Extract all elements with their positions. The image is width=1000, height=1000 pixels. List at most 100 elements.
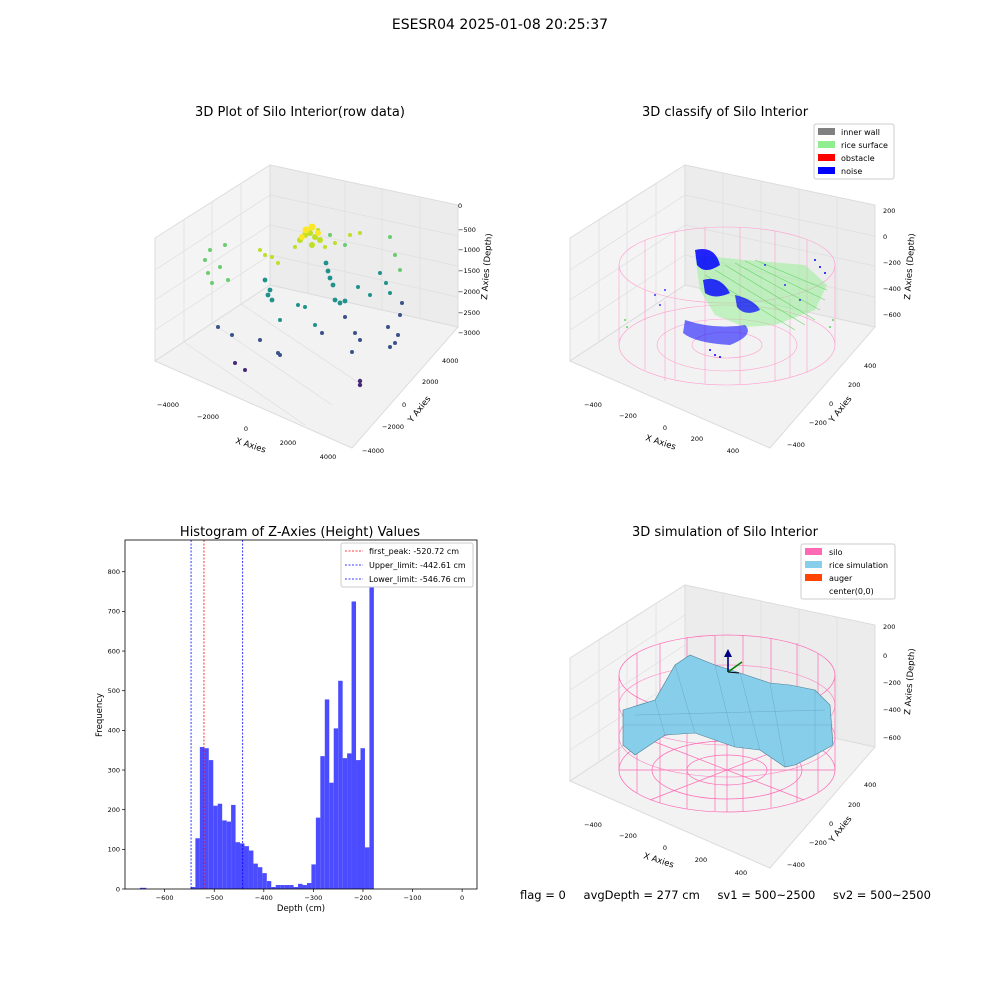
svg-text:−200: −200 <box>809 419 827 427</box>
y-tick-label: 400 <box>108 727 120 735</box>
classify-panel-title: 3D classify of Silo Interior <box>642 105 809 120</box>
simulation-y-ticks: −400 −200 0 200 400 <box>787 781 876 869</box>
svg-text:center(0,0): center(0,0) <box>829 587 874 596</box>
histogram-bar <box>320 756 325 889</box>
svg-text:−600: −600 <box>883 311 901 319</box>
histogram-xlabel: Depth (cm) <box>277 904 325 914</box>
histogram-bar <box>356 760 361 889</box>
sv1-readout: sv1 = 500~2500 <box>717 888 816 902</box>
histogram-bar <box>204 748 209 889</box>
legend-entry-silo: silo <box>805 548 843 557</box>
legend-swatch <box>818 167 835 174</box>
svg-text:2000: 2000 <box>422 378 439 386</box>
histogram-bar <box>208 760 214 889</box>
raw-z-ticks: 0 −500 −1000 −1500 −2000 −2500 −3000 <box>458 202 480 337</box>
svg-text:−200: −200 <box>883 679 901 687</box>
svg-text:2000: 2000 <box>280 439 297 447</box>
histogram-bar <box>253 863 258 889</box>
svg-text:0: 0 <box>663 844 667 852</box>
simulation-panel-title: 3D simulation of Silo Interior <box>632 525 819 540</box>
histogram-bar <box>302 885 307 889</box>
y-tick-label: 600 <box>108 647 120 655</box>
svg-text:Lower_limit: -546.76 cm: Lower_limit: -546.76 cm <box>369 575 466 584</box>
svg-text:−200: −200 <box>809 839 827 847</box>
x-tick-label: −600 <box>156 894 174 902</box>
simulation-z-ticks: 200 0 −200 −400 −600 <box>883 623 901 742</box>
histogram-bars <box>139 555 374 889</box>
svg-text:0: 0 <box>883 652 887 660</box>
legend-swatch <box>805 548 822 555</box>
histogram-bar <box>315 817 321 889</box>
histogram-bar <box>338 680 343 889</box>
svg-text:−4000: −4000 <box>157 401 179 409</box>
raw-scatter-points <box>203 223 404 388</box>
svg-text:0: 0 <box>402 401 406 409</box>
y-tick-label: 0 <box>116 885 120 893</box>
svg-text:−400: −400 <box>883 706 901 714</box>
x-tick-label: −300 <box>304 894 322 902</box>
histogram-bar <box>226 821 232 889</box>
simulation-ylabel: Y Axies <box>827 814 855 846</box>
svg-text:−400: −400 <box>584 401 602 409</box>
histogram-bar <box>139 887 147 889</box>
histogram-bar <box>289 885 294 889</box>
histogram-bar <box>248 850 254 889</box>
svg-text:0: 0 <box>829 400 833 408</box>
legend-entry-lower-limit: Lower_limit: -546.76 cm <box>345 575 466 584</box>
histogram-bar <box>329 782 334 889</box>
histogram-bar <box>324 699 330 889</box>
histogram-bar <box>257 867 263 889</box>
classify-3d-panel: 3D classify of Silo Interior <box>568 105 918 455</box>
svg-text:−2000: −2000 <box>382 423 404 431</box>
classify-extra-surface-points <box>624 319 834 328</box>
histogram-bar <box>190 887 196 889</box>
histogram-bar <box>195 838 200 889</box>
classify-x-ticks: −400 −200 0 200 400 <box>584 401 739 455</box>
svg-text:400: 400 <box>727 447 739 455</box>
svg-text:200: 200 <box>883 207 895 215</box>
histogram-bar <box>213 805 218 889</box>
svg-text:−200: −200 <box>619 412 637 420</box>
histogram-bar <box>360 748 365 889</box>
histogram-bar <box>342 758 348 889</box>
svg-text:obstacle: obstacle <box>841 154 875 163</box>
histogram-frame <box>124 539 478 890</box>
classify-noise-points <box>654 249 826 358</box>
svg-text:4000: 4000 <box>320 453 337 461</box>
legend-entry-obstacle: obstacle <box>818 154 875 163</box>
histogram-bar <box>333 728 339 889</box>
histogram-bar <box>311 864 316 889</box>
histogram-bar <box>244 846 249 889</box>
histogram-legend: first_peak: -520.72 cm Upper_limit: -442… <box>340 542 474 588</box>
y-tick-label: 500 <box>108 687 120 695</box>
y-tick-label: 700 <box>108 608 120 616</box>
svg-text:−200: −200 <box>883 259 901 267</box>
histogram-ylabel: Frequency <box>95 693 105 737</box>
histogram-bar <box>275 885 281 889</box>
svg-text:200: 200 <box>848 801 860 809</box>
x-tick-label: −400 <box>255 894 273 902</box>
classify-legend: inner wall rice surface obstacle noise <box>813 123 895 180</box>
svg-text:0: 0 <box>829 820 833 828</box>
svg-text:−1000: −1000 <box>458 246 480 254</box>
classify-zlabel: Z Axies (Depth) <box>903 233 918 300</box>
svg-text:400: 400 <box>864 781 876 789</box>
y-tick-label: 300 <box>108 766 120 774</box>
legend-entry-center: center(0,0) <box>805 587 874 596</box>
svg-text:0: 0 <box>458 202 462 210</box>
legend-swatch <box>818 141 835 148</box>
histogram-bar <box>284 885 290 889</box>
svg-text:−2000: −2000 <box>197 413 219 421</box>
svg-text:−400: −400 <box>787 441 805 449</box>
svg-text:−400: −400 <box>787 861 805 869</box>
histogram-lines <box>190 540 244 889</box>
classify-xlabel: X Axies <box>644 433 677 452</box>
svg-text:−600: −600 <box>883 734 901 742</box>
raw-3d-box <box>153 164 459 449</box>
svg-text:first_peak: -520.72 cm: first_peak: -520.72 cm <box>369 547 459 556</box>
svg-text:200: 200 <box>883 623 895 631</box>
histogram-bar <box>271 887 276 889</box>
svg-text:noise: noise <box>841 167 862 176</box>
histogram-x-ticks: −600 −500 −400 −300 −200 −100 0 <box>156 889 464 902</box>
legend-swatch <box>818 128 835 135</box>
